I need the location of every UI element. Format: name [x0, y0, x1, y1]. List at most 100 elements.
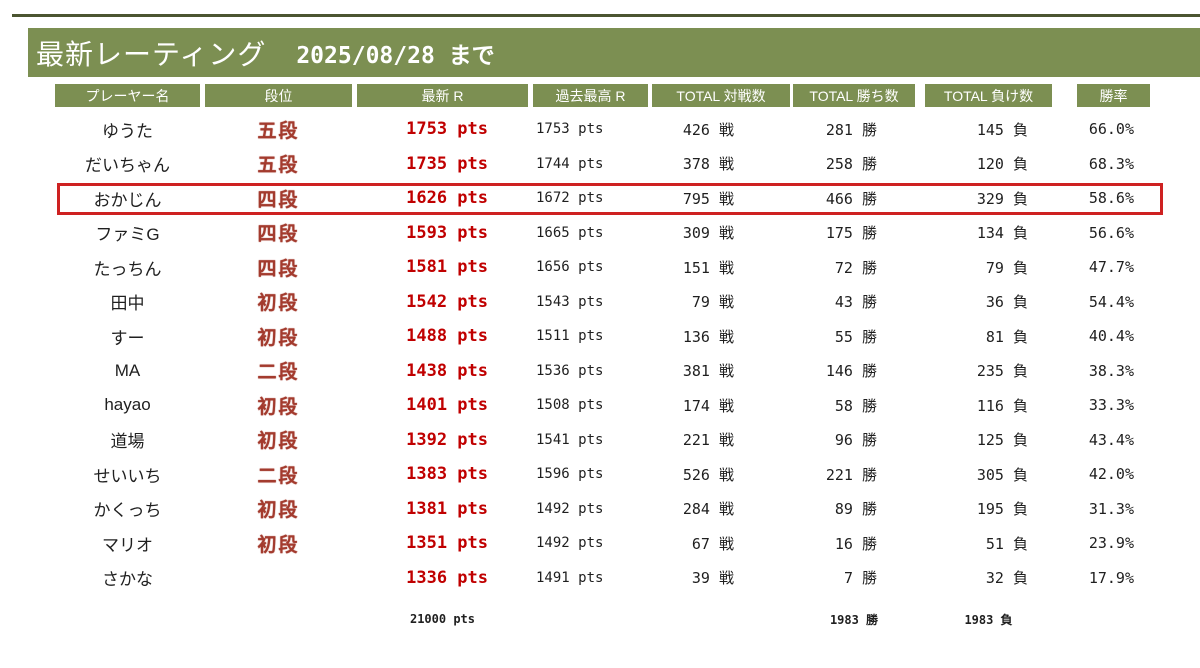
total-wins-count: 16 勝 [834, 534, 877, 553]
best-rating: 1753 pts [536, 121, 604, 138]
as-of-date: 2025/08/28 まで [296, 42, 495, 69]
total-games: 67 戦 [691, 534, 734, 553]
win-rate: 58.6% [1088, 189, 1134, 208]
column-header-total-losses: TOTAL 負け数 [925, 84, 1052, 107]
column-header-player-name: プレーヤー名 [55, 84, 200, 107]
total-games: 79 戦 [691, 293, 734, 312]
table-row: せいいち 二段 1383 pts 1596 pts 526 戦 221 勝 30… [55, 457, 1150, 492]
win-rate: 31.3% [1088, 499, 1134, 518]
total-wins-count: 466 勝 [825, 189, 877, 208]
total-games: 284 戦 [682, 500, 734, 519]
player-rank: 五段 [257, 120, 300, 142]
total-losses-count: 81 負 [985, 327, 1028, 346]
latest-rating: 1381 pts [406, 498, 488, 519]
latest-rating: 1581 pts [406, 257, 488, 278]
player-rank: 四段 [257, 224, 300, 246]
table-row: マリオ 初段 1351 pts 1492 pts 67 戦 16 勝 51 負 … [55, 526, 1150, 561]
total-losses-count: 195 負 [976, 500, 1028, 519]
total-games: 151 戦 [682, 258, 734, 277]
best-rating: 1744 pts [536, 155, 604, 172]
best-rating: 1541 pts [536, 431, 604, 448]
table-header-row: プレーヤー名 段位 最新 R 過去最高 R TOTAL 対戦数 TOTAL 勝ち… [55, 84, 1150, 107]
best-rating: 1672 pts [536, 190, 604, 207]
table-row: ゆうた 五段 1753 pts 1753 pts 426 戦 281 勝 145… [55, 112, 1150, 147]
best-rating: 1492 pts [536, 500, 604, 517]
player-name: たっちん [93, 259, 162, 279]
table-row: 道場 初段 1392 pts 1541 pts 221 戦 96 勝 125 負… [55, 423, 1150, 458]
win-rate: 42.0% [1088, 465, 1134, 484]
best-rating: 1508 pts [536, 397, 604, 414]
player-name: マリオ [102, 535, 153, 555]
total-losses-count: 329 負 [976, 189, 1028, 208]
total-latest-r: 21000 pts [409, 612, 476, 626]
latest-rating: 1438 pts [406, 360, 488, 381]
player-rank: 初段 [257, 396, 300, 418]
best-rating: 1511 pts [536, 328, 604, 345]
total-losses-count: 145 負 [976, 120, 1028, 139]
win-rate: 33.3% [1088, 396, 1134, 415]
player-rank: 初段 [257, 327, 300, 349]
player-name: かくっち [93, 501, 162, 521]
page-title: 最新レーティング [36, 38, 267, 70]
table-totals-row: 21000 pts 1983 勝 1983 負 [55, 609, 1150, 629]
player-name: おかじん [93, 190, 162, 210]
total-losses-count: 305 負 [976, 465, 1028, 484]
table-row: さかな 1336 pts 1491 pts 39 戦 7 勝 32 負 17.9… [55, 561, 1150, 596]
win-rate: 47.7% [1088, 258, 1134, 277]
total-losses-count: 125 負 [976, 431, 1028, 450]
player-name: せいいち [93, 466, 162, 486]
player-rank: 四段 [257, 189, 300, 211]
total-games: 39 戦 [691, 569, 734, 588]
win-rate: 54.4% [1088, 292, 1134, 311]
total-games: 381 戦 [682, 362, 734, 381]
player-name: 田中 [110, 294, 145, 314]
player-rank: 二段 [257, 465, 300, 487]
player-name: MA [114, 360, 141, 380]
column-header-rank: 段位 [205, 84, 352, 107]
player-name: だいちゃん [85, 156, 170, 176]
total-games: 795 戦 [682, 189, 734, 208]
table-row: すー 初段 1488 pts 1511 pts 136 戦 55 勝 81 負 … [55, 319, 1150, 354]
total-wins-count: 89 勝 [834, 500, 877, 519]
total-wins-count: 55 勝 [834, 327, 877, 346]
total-wins: 1983 勝 [829, 612, 879, 627]
total-games: 221 戦 [682, 431, 734, 450]
top-accent-line [12, 14, 1200, 17]
player-rank: 五段 [257, 155, 300, 177]
player-rank: 初段 [257, 534, 300, 556]
latest-rating: 1401 pts [406, 395, 488, 416]
table-row: 田中 初段 1542 pts 1543 pts 79 戦 43 勝 36 負 5… [55, 285, 1150, 320]
player-name: ゆうた [102, 121, 153, 141]
player-rank: 四段 [257, 258, 300, 280]
total-games: 136 戦 [682, 327, 734, 346]
table-row: かくっち 初段 1381 pts 1492 pts 284 戦 89 勝 195… [55, 492, 1150, 527]
latest-rating: 1383 pts [406, 464, 488, 485]
total-losses-count: 32 負 [985, 569, 1028, 588]
total-losses-count: 36 負 [985, 293, 1028, 312]
total-games: 526 戦 [682, 465, 734, 484]
win-rate: 17.9% [1088, 568, 1134, 587]
column-header-latest-r: 最新 R [357, 84, 528, 107]
column-header-best-r: 過去最高 R [533, 84, 648, 107]
player-rank: 初段 [257, 431, 300, 453]
player-name: 道場 [110, 432, 145, 452]
latest-rating: 1753 pts [406, 119, 488, 140]
total-games: 378 戦 [682, 155, 734, 174]
total-losses: 1983 負 [964, 612, 1013, 627]
total-losses-count: 120 負 [976, 155, 1028, 174]
total-wins-count: 281 勝 [825, 120, 877, 139]
total-losses-count: 51 負 [985, 534, 1028, 553]
best-rating: 1656 pts [536, 259, 604, 276]
win-rate: 68.3% [1088, 154, 1134, 173]
table-row: だいちゃん 五段 1735 pts 1744 pts 378 戦 258 勝 1… [55, 147, 1150, 182]
player-name: hayao [104, 395, 151, 415]
latest-rating: 1336 pts [406, 567, 488, 588]
total-losses-count: 79 負 [985, 258, 1028, 277]
total-losses-count: 134 負 [976, 224, 1028, 243]
win-rate: 40.4% [1088, 327, 1134, 346]
best-rating: 1596 pts [536, 466, 604, 483]
table-row: おかじん 四段 1626 pts 1672 pts 795 戦 466 勝 32… [55, 181, 1163, 216]
player-name: すー [110, 328, 145, 348]
total-wins-count: 43 勝 [834, 293, 877, 312]
table-row: ファミG 四段 1593 pts 1665 pts 309 戦 175 勝 13… [55, 216, 1150, 251]
